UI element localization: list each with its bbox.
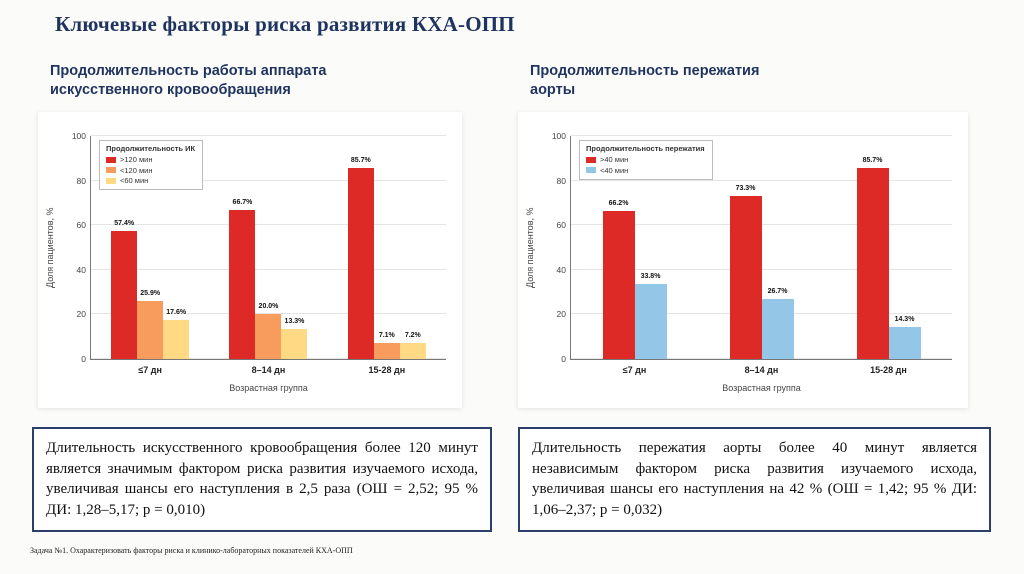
bar-group: 85.7% 14.3% 15-28 дн [856, 136, 921, 375]
bar-value-label: 14.3% [894, 316, 915, 324]
bar-<60 мин: 13.3% [281, 318, 308, 359]
aortic-clamp-chart: Доля пациентов, % Возрастная группа 0 20 4… [518, 112, 968, 408]
legend-item: <120 мин [106, 166, 195, 175]
legend-title: Продолжительность пережатия [586, 144, 705, 153]
legend-item: <60 мин [106, 176, 195, 185]
right-conclusion-box: Длительность пережатия аорты более 40 ми… [518, 427, 991, 532]
bar->40 мин: 85.7% [856, 157, 889, 359]
left-chart-subtitle: Продолжительность работы аппарата искусс… [50, 63, 327, 99]
y-tick-label: 60 [76, 220, 86, 231]
bar-value-label: 25.9% [140, 290, 161, 298]
y-axis-label: Доля пациентов, % [45, 207, 55, 288]
legend-swatch [106, 177, 116, 184]
bar->40 мин: 73.3% [729, 185, 762, 359]
left-conclusion-box: Длительность искусственного кровообращен… [32, 427, 492, 532]
bar-value-label: 26.7% [767, 288, 788, 296]
y-tick-label: 80 [76, 175, 86, 186]
bar-<120 мин: 25.9% [137, 290, 164, 359]
gridline [571, 179, 952, 181]
y-tick-label: 0 [81, 354, 86, 364]
plot-area: Доля пациентов, % Возрастная группа 0 20 4… [525, 131, 952, 393]
bar-value-label: 7.2% [404, 331, 421, 339]
bar-value-label: 33.8% [640, 272, 661, 280]
gridline [91, 313, 446, 315]
legend-label: <60 мин [120, 176, 149, 185]
gridline [91, 268, 446, 270]
gridline [91, 224, 446, 226]
page-title: Ключевые факторы риска развития КХА-ОПП [55, 12, 515, 36]
legend-swatch [106, 167, 116, 173]
legend-item: <40 мин [586, 166, 705, 175]
bar-value-label: 66.2% [608, 200, 629, 208]
bar-groups: 66.2% 33.8% ≤7 дн 73.3% 26.7% 8–14 дн 85.7% 14.… [571, 136, 952, 375]
y-tick-label: 100 [551, 131, 566, 141]
legend-item: >120 мин [106, 155, 195, 164]
bar-value-label: 17.6% [166, 308, 187, 316]
plot-area: Доля пациентов, % Возрастная группа 0 20 4… [45, 131, 446, 393]
legend-label: <120 мин [120, 165, 153, 175]
bar-value-label: 66.7% [232, 199, 253, 207]
legend-swatch [586, 167, 596, 173]
y-tick-label: 80 [556, 175, 566, 186]
bar-value-label: 13.3% [284, 318, 305, 326]
bar-value-label: 85.7% [350, 156, 371, 164]
bar-group: 85.7% 7.1% 7.2% 15-28 дн [347, 136, 426, 375]
bar-<60 мин: 7.2% [399, 332, 426, 359]
legend-swatch [106, 156, 116, 163]
gridline [91, 135, 446, 136]
bar-group: 73.3% 26.7% 8–14 дн [729, 136, 794, 375]
x-tick-label: 15-28 дн [368, 365, 406, 375]
x-tick-label: 8–14 дн [251, 365, 286, 375]
x-tick-label: ≤7 дн [138, 365, 162, 375]
bar-<40 мин: 26.7% [761, 288, 794, 359]
x-tick-label: ≤7 дн [622, 365, 647, 375]
bar-value-label: 7.1% [378, 332, 395, 340]
y-tick-label: 100 [71, 131, 86, 141]
chart-legend: Продолжительность пережатия >40 мин <40 ми… [579, 140, 713, 180]
y-tick-label: 0 [561, 354, 566, 364]
bar-value-label: 20.0% [258, 303, 279, 311]
bar->120 мин: 57.4% [111, 220, 138, 359]
bar-<40 мин: 14.3% [888, 316, 921, 359]
gridline [571, 135, 952, 136]
bar->120 мин: 66.7% [229, 199, 256, 359]
x-tick-label: 8–14 дн [744, 365, 779, 375]
bar-value-label: 57.4% [114, 220, 135, 227]
legend-label: <40 мин [600, 165, 629, 175]
bar-value-label: 73.3% [735, 184, 756, 192]
y-tick-label: 20 [76, 309, 86, 320]
right-chart-subtitle: Продолжительность пережатия аорты [530, 63, 760, 99]
bar-value-label: 85.7% [862, 156, 883, 164]
bar-<120 мин: 7.1% [373, 332, 400, 359]
legend-item: >40 мин [586, 155, 705, 164]
bar-groups: 57.4% 25.9% 17.6% ≤7 дн 66.7% 20.0% 13.3% 8–14 … [91, 136, 446, 375]
bar-group: 66.7% 20.0% 13.3% 8–14 дн [229, 136, 308, 375]
legend-label: >40 мин [600, 155, 629, 164]
bar->40 мин: 66.2% [602, 200, 635, 359]
x-tick-label: 15-28 дн [870, 365, 907, 375]
legend-swatch [586, 156, 596, 163]
y-tick-label: 40 [76, 264, 86, 275]
legend-label: >120 мин [120, 155, 153, 164]
legend-title: Продолжительность ИК [106, 144, 196, 153]
bar-<40 мин: 33.8% [634, 273, 667, 359]
gridline [91, 179, 446, 181]
y-tick-label: 20 [556, 309, 566, 320]
footnote: Задача №1. Охарактеризовать факторы риск… [30, 546, 353, 555]
x-axis-label: Возрастная группа [722, 383, 801, 393]
x-axis-label: Возрастная группа [229, 383, 308, 393]
bar-<60 мин: 17.6% [163, 309, 190, 359]
y-tick-label: 40 [556, 264, 566, 275]
cpb-duration-chart: Доля пациентов, % Возрастная группа 0 20 4… [38, 112, 462, 408]
y-tick-label: 60 [556, 220, 566, 231]
chart-legend: Продолжительность ИК >120 мин <120 мин <60 … [99, 140, 204, 190]
bar->120 мин: 85.7% [347, 157, 374, 359]
bar-group: 66.2% 33.8% ≤7 дн [602, 136, 667, 375]
gridline [571, 268, 952, 270]
gridline [571, 224, 952, 226]
bar-<120 мин: 20.0% [255, 303, 282, 359]
bar-group: 57.4% 25.9% 17.6% ≤7 дн [111, 136, 190, 375]
y-axis-label: Доля пациентов, % [525, 207, 535, 288]
